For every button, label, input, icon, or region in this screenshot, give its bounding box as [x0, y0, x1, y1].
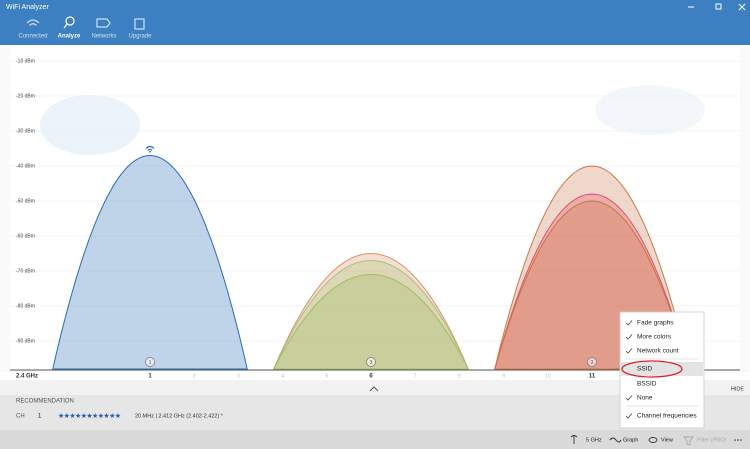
menu-item[interactable]: Network count — [637, 348, 679, 355]
band-icon — [570, 435, 578, 444]
y-tick-label: -10 dBm — [16, 58, 35, 64]
y-tick-label: -70 dBm — [16, 268, 35, 274]
menu-checkmark — [625, 348, 633, 354]
connected-wifi-dot — [149, 150, 151, 153]
more-button[interactable] — [734, 439, 742, 441]
x-tick-label: 2 — [193, 373, 196, 379]
y-tick-label: -90 dBm — [16, 338, 35, 344]
recommendation-heading: RECOMMENDATION — [16, 399, 74, 405]
x-tick-label: 4 — [281, 373, 284, 379]
close-button[interactable] — [738, 3, 746, 11]
blurred-label — [40, 95, 140, 155]
y-tick-label: -60 dBm — [16, 233, 35, 239]
y-tick-label: -40 dBm — [16, 163, 35, 169]
y-tick-label: -30 dBm — [16, 128, 35, 134]
x-tick-label: 5 — [325, 373, 328, 379]
upgrade-icon[interactable] — [134, 18, 145, 30]
view-icon — [648, 437, 658, 443]
window-controls — [688, 3, 746, 11]
network-curve — [273, 259, 469, 370]
x-tick-label: 11 — [589, 374, 596, 380]
tab-label[interactable]: Connected — [18, 34, 47, 40]
rating-stars: ★★★★★★★★★★★ — [58, 412, 121, 420]
graph-button[interactable]: Graph — [623, 437, 638, 443]
menu-item[interactable]: More colors — [637, 334, 672, 341]
count-badge — [145, 357, 155, 367]
x-tick-label: 9 — [502, 373, 505, 379]
network-curve — [52, 154, 248, 370]
connected-wifi-icon — [145, 145, 155, 151]
count-badge-label: 1 — [149, 360, 152, 366]
title-bar — [0, 0, 750, 45]
menu-item[interactable]: BSSID — [637, 381, 657, 388]
maximize-button[interactable] — [715, 3, 722, 10]
y-tick-label: -20 dBm — [16, 93, 35, 99]
x-tick-label: 7 — [414, 373, 417, 379]
network-curve — [273, 252, 469, 370]
count-badge-label: 3 — [591, 360, 594, 366]
graph-icon — [609, 437, 622, 443]
y-tick-label: -80 dBm — [16, 303, 35, 309]
menu-checkmark — [625, 395, 633, 401]
window-title: WiFi Analyzer — [6, 4, 49, 11]
annotation-ellipse — [621, 360, 683, 378]
band-button[interactable]: 5 GHz — [586, 437, 602, 443]
menu-hover-highlight — [621, 362, 703, 376]
x-tick-label: 10 — [545, 373, 551, 379]
menu-checkmark — [625, 413, 633, 419]
menu-item[interactable]: Channel frequencies — [637, 413, 697, 420]
tab-label-selected[interactable]: Analyze — [58, 34, 81, 40]
count-badge — [366, 357, 376, 367]
menu-item[interactable]: None — [637, 395, 653, 402]
blurred-label — [595, 85, 705, 135]
x-axis-label: 2.4 GHz — [16, 374, 38, 380]
analyze-icon-handle — [63, 23, 68, 29]
x-tick-label: 6 — [369, 374, 373, 380]
count-badge-label: 3 — [370, 360, 373, 366]
y-tick-label: -50 dBm — [16, 198, 35, 204]
filter-icon — [683, 436, 694, 446]
view-button[interactable]: View — [661, 437, 673, 443]
network-curve — [272, 273, 470, 370]
tab-label[interactable]: Upgrade — [128, 34, 152, 40]
menu-item[interactable]: SSID — [637, 366, 652, 373]
count-badge — [587, 357, 597, 367]
filter-button[interactable]: Filter (PRO) — [697, 437, 727, 443]
networks-icon[interactable] — [96, 18, 111, 28]
tab-label[interactable]: Networks — [91, 34, 116, 40]
channel-label: CH — [16, 414, 25, 420]
menu-checkmark — [625, 334, 633, 340]
x-tick-label: 3 — [237, 373, 240, 379]
x-tick-label: 8 — [458, 373, 461, 379]
menu-checkmark — [625, 320, 633, 326]
bottom-toolbar — [0, 430, 750, 449]
x-tick-label: 1 — [148, 374, 152, 380]
analyze-icon[interactable] — [65, 16, 75, 26]
channel-details: 20 MHz | 2.412 GHz (2.402-2.422) * — [135, 413, 224, 419]
channel-value: 1 — [38, 414, 42, 420]
connected-icon[interactable] — [26, 19, 40, 26]
collapse-chevron[interactable] — [369, 386, 379, 392]
hide-button[interactable]: HIDE — [731, 386, 744, 392]
menu-item[interactable]: Fade graphs — [637, 320, 674, 327]
